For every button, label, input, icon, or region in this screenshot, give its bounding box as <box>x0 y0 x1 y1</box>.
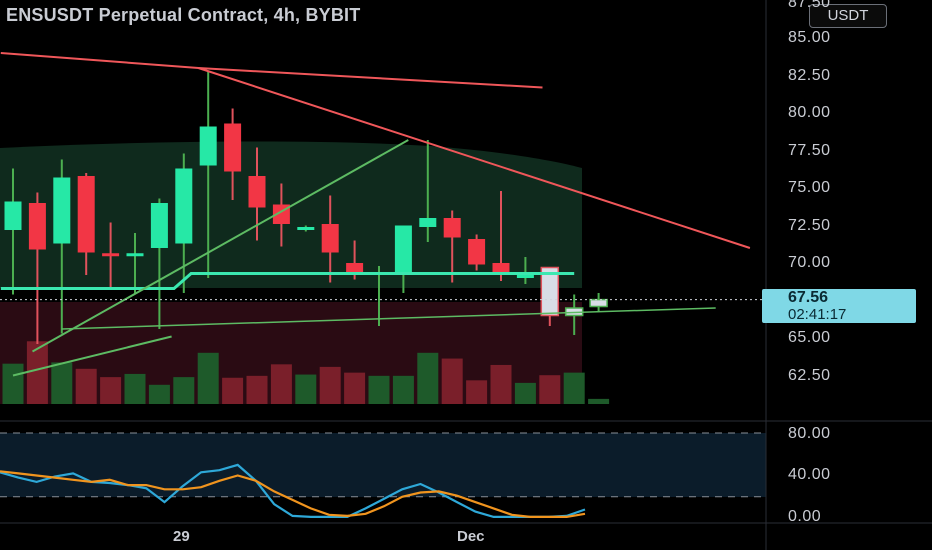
oscillator-pane <box>0 432 766 518</box>
volume-bar <box>514 382 536 404</box>
volume-bar <box>295 374 317 404</box>
candle-body <box>4 201 22 230</box>
trendline-green-rising <box>32 139 409 353</box>
oscillator-axis-label: 80.00 <box>788 425 831 442</box>
candle-body <box>199 126 217 166</box>
volume-bar <box>466 380 488 404</box>
last-price-badge: 67.56 02:41:17 <box>762 289 916 323</box>
candle-body <box>297 227 315 230</box>
candle-body <box>53 177 71 244</box>
volume-bars <box>2 341 610 404</box>
candle-body <box>516 275 534 278</box>
price-axis-label: 77.50 <box>788 142 831 159</box>
volume-bar <box>588 398 610 404</box>
indicator-zones <box>0 141 766 497</box>
stoch-d-line <box>0 470 586 518</box>
oscillator-axis-label: 0.00 <box>788 508 822 525</box>
volume-bar <box>441 358 463 404</box>
bullish-zone <box>0 141 582 288</box>
price-axis-label: 62.50 <box>788 367 831 384</box>
time-axis-label: 29 <box>173 528 190 545</box>
volume-bar <box>319 366 341 404</box>
candle-body <box>394 225 412 274</box>
volume-bar <box>75 368 97 404</box>
candle-body <box>346 263 364 274</box>
candle-body <box>419 218 437 227</box>
candle-body <box>150 203 168 248</box>
volume-bar <box>563 372 585 404</box>
price-axis-label: 80.00 <box>788 104 831 121</box>
trendline-green-support <box>61 307 716 330</box>
candle-body <box>443 218 461 238</box>
candle-body <box>540 266 560 317</box>
trendline-green-rising-lower <box>12 335 172 377</box>
volume-bar <box>392 375 414 404</box>
price-axis-label: 82.50 <box>788 67 831 84</box>
trendlines <box>0 52 762 377</box>
volume-bar <box>197 352 219 404</box>
price-axis-label: 85.00 <box>788 29 831 46</box>
candle-body <box>77 176 95 253</box>
candle-body <box>126 253 144 257</box>
price-axis-label: 75.00 <box>788 179 831 196</box>
price-axis-label: 87.50 <box>788 0 831 11</box>
volume-bar <box>539 375 561 404</box>
volume-bar <box>26 341 48 404</box>
currency-selector[interactable]: USDT <box>809 4 887 28</box>
candle-body <box>28 203 46 250</box>
volume-bar <box>222 377 244 404</box>
price-axis-label: 72.50 <box>788 217 831 234</box>
candle-body <box>102 253 120 257</box>
oscillator-band <box>0 433 766 497</box>
price-axis-label: 65.00 <box>788 329 831 346</box>
trendline-red-descending <box>198 67 751 249</box>
candle-body <box>468 239 486 265</box>
volume-bar <box>124 373 146 404</box>
candle-body <box>175 168 193 244</box>
volume-bar <box>344 372 366 404</box>
volume-bar <box>417 352 439 404</box>
volume-bar <box>2 363 24 404</box>
candle-body <box>589 298 608 308</box>
volume-bar <box>246 375 268 404</box>
support-level-line <box>0 272 575 290</box>
bar-countdown: 02:41:17 <box>788 306 847 323</box>
volume-bar <box>270 364 292 404</box>
candle-body <box>321 224 339 253</box>
candles <box>4 71 608 344</box>
oscillator-axis-label: 40.00 <box>788 466 831 483</box>
candle-body <box>248 176 266 208</box>
chart-title: ENSUSDT Perpetual Contract, 4h, BYBIT <box>6 5 361 25</box>
last-price-value: 67.56 <box>788 289 829 306</box>
volume-bar <box>490 364 512 404</box>
volume-bar <box>368 375 390 404</box>
volume-bar <box>148 384 170 404</box>
volume-bar <box>100 377 122 404</box>
time-axis-label: Dec <box>457 528 485 545</box>
volume-bar <box>173 377 195 404</box>
candle-body <box>224 123 242 172</box>
volume-bar <box>51 362 73 404</box>
price-axis-label: 70.00 <box>788 254 831 271</box>
